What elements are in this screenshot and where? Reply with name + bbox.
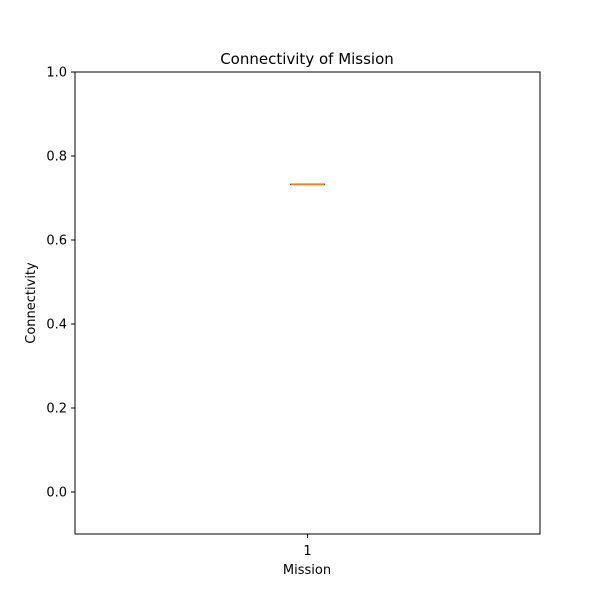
y-tick-label: 0.2 [46, 402, 67, 417]
x-axis: 1 [303, 534, 312, 559]
box-series [290, 183, 325, 186]
chart-title: Connectivity of Mission [220, 50, 394, 68]
y-tick-label: 1.0 [46, 66, 67, 81]
y-axis: 0.0 0.2 0.4 0.6 0.8 1.0 [46, 66, 75, 501]
y-tick-label: 0.0 [46, 486, 67, 501]
plot-area-frame [74, 71, 541, 535]
y-tick-label: 0.8 [46, 150, 67, 165]
y-tick-label: 0.4 [46, 318, 67, 333]
y-tick-label: 0.6 [46, 234, 67, 249]
y-axis-label: Connectivity [24, 262, 39, 344]
x-tick-label: 1 [303, 544, 311, 559]
x-axis-label: Mission [283, 563, 331, 578]
